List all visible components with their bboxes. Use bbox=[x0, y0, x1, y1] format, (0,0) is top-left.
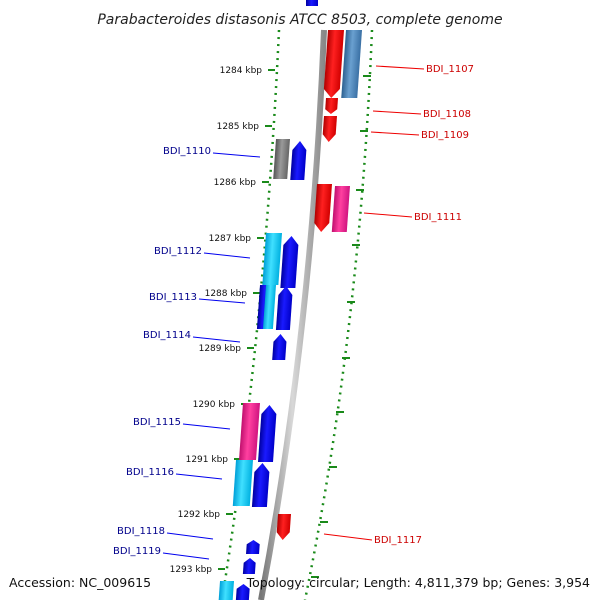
genome-backbone bbox=[258, 29, 327, 600]
gene-label-bdi-1110[interactable]: BDI_1110 bbox=[163, 146, 211, 157]
gene-label-bdi-1109[interactable]: BDI_1109 bbox=[421, 130, 469, 141]
gene-glyph-bdi-1110b bbox=[290, 141, 307, 180]
gene-glyph-bdi-1119 bbox=[242, 558, 256, 574]
gene-glyph-bdi-1115a bbox=[239, 403, 260, 460]
gene-glyph-bdi-1108 bbox=[325, 98, 338, 114]
gene-label-bdi-1108[interactable]: BDI_1108 bbox=[423, 109, 471, 120]
kbp-tick-label: 1284 kbp bbox=[220, 66, 263, 76]
gene-labels: BDI_1107 BDI_1108 BDI_1109 BDI_1110 BDI_1111… bbox=[113, 64, 474, 560]
gene-glyph-bdi-1107b bbox=[341, 30, 362, 98]
kbp-tick-label: 1293 kbp bbox=[170, 565, 213, 575]
kbp-ticks: 1284 kbp 1285 kbp 1286 kbp 1287 kbp 1288 kbp… bbox=[170, 66, 275, 575]
gene-glyph-bdi-1111b bbox=[331, 186, 350, 232]
gene-glyph-bdi-1114b bbox=[272, 334, 287, 360]
leader-line-bdi-1109 bbox=[370, 131, 420, 136]
leader-line-bdi-1116 bbox=[175, 473, 223, 480]
gene-glyph-bdi-1109 bbox=[322, 116, 337, 142]
gene-glyph-bdi-1116a bbox=[232, 460, 253, 506]
gene-label-bdi-1113[interactable]: BDI_1113 bbox=[149, 292, 197, 303]
kbp-tick-mark bbox=[247, 347, 254, 349]
leader-line-bdi-1107 bbox=[375, 65, 425, 70]
map-title: Parabacteroides distasonis ATCC 8503, co… bbox=[97, 12, 502, 28]
kbp-tick-label: 1291 kbp bbox=[186, 455, 229, 465]
kbp-tick-mark bbox=[234, 458, 241, 460]
gene-label-bdi-1117[interactable]: BDI_1117 bbox=[374, 535, 422, 546]
leader-line-bdi-1115 bbox=[182, 423, 231, 430]
kbp-tick-mark bbox=[226, 513, 233, 515]
outer-ring-dotted bbox=[303, 29, 374, 600]
gene-glyph-bdi-1112a bbox=[262, 233, 282, 285]
gene-glyph-bdi-1116b bbox=[251, 463, 270, 507]
leader-line-bdi-1119 bbox=[162, 552, 210, 560]
gene-glyphs bbox=[218, 30, 362, 600]
kbp-tick-label: 1286 kbp bbox=[214, 178, 257, 188]
gene-glyph-bdi-1111a bbox=[314, 184, 332, 232]
kbp-tick-mark bbox=[262, 181, 269, 183]
gene-glyph-bdi-1115b bbox=[258, 405, 277, 462]
kbp-tick-label: 1287 kbp bbox=[209, 234, 252, 244]
kbp-tick-mark bbox=[268, 69, 275, 71]
kbp-tick-mark bbox=[253, 292, 260, 294]
kbp-tick-mark bbox=[257, 237, 264, 239]
gene-label-bdi-1118[interactable]: BDI_1118 bbox=[117, 526, 165, 537]
gene-glyph-bottom-a bbox=[218, 581, 234, 600]
leader-line-bdi-1114 bbox=[192, 336, 241, 343]
leader-line-bdi-1111 bbox=[363, 212, 413, 218]
genome-summary-text: Topology: circular; Length: 4,811,379 bp… bbox=[246, 575, 590, 590]
kbp-tick-mark bbox=[218, 568, 225, 570]
gene-glyph-bdi-1114 bbox=[275, 286, 293, 330]
gene-label-bdi-1116[interactable]: BDI_1116 bbox=[126, 467, 174, 478]
leader-line-bdi-1118 bbox=[166, 532, 214, 540]
kbp-tick-label: 1290 kbp bbox=[193, 400, 236, 410]
gene-label-bdi-1107[interactable]: BDI_1107 bbox=[426, 64, 474, 75]
gene-glyph-bdi-1113b bbox=[262, 285, 277, 329]
kbp-tick-label: 1292 kbp bbox=[178, 510, 221, 520]
leader-line-bdi-1108 bbox=[372, 110, 422, 115]
leader-line-bdi-1113 bbox=[198, 298, 246, 304]
gene-label-bdi-1119[interactable]: BDI_1119 bbox=[113, 546, 161, 557]
leader-line-bdi-1117 bbox=[323, 533, 373, 541]
leader-line-bdi-1110 bbox=[212, 152, 261, 158]
outer-ticks bbox=[311, 75, 371, 578]
gene-glyph-bottom-b bbox=[235, 584, 250, 600]
gene-label-bdi-1112[interactable]: BDI_1112 bbox=[154, 246, 202, 257]
accession-text: Accession: NC_009615 bbox=[9, 575, 152, 590]
gene-fragment-top bbox=[306, 0, 318, 6]
kbp-tick-label: 1285 kbp bbox=[217, 122, 260, 132]
gene-label-bdi-1114[interactable]: BDI_1114 bbox=[143, 330, 191, 341]
gene-glyph-bdi-1118 bbox=[246, 540, 260, 554]
kbp-tick-label: 1288 kbp bbox=[205, 289, 248, 299]
gene-label-bdi-1111[interactable]: BDI_1111 bbox=[414, 212, 462, 223]
gene-glyph-bdi-1107a bbox=[323, 30, 344, 98]
leader-line-bdi-1112 bbox=[203, 252, 251, 259]
gene-glyph-bdi-1112b bbox=[280, 236, 299, 288]
gene-label-bdi-1115[interactable]: BDI_1115 bbox=[133, 417, 181, 428]
gene-glyph-bdi-1117 bbox=[276, 514, 291, 540]
kbp-tick-label: 1289 kbp bbox=[199, 344, 242, 354]
gene-glyph-bdi-1110a bbox=[273, 139, 290, 179]
kbp-tick-mark bbox=[265, 125, 272, 127]
